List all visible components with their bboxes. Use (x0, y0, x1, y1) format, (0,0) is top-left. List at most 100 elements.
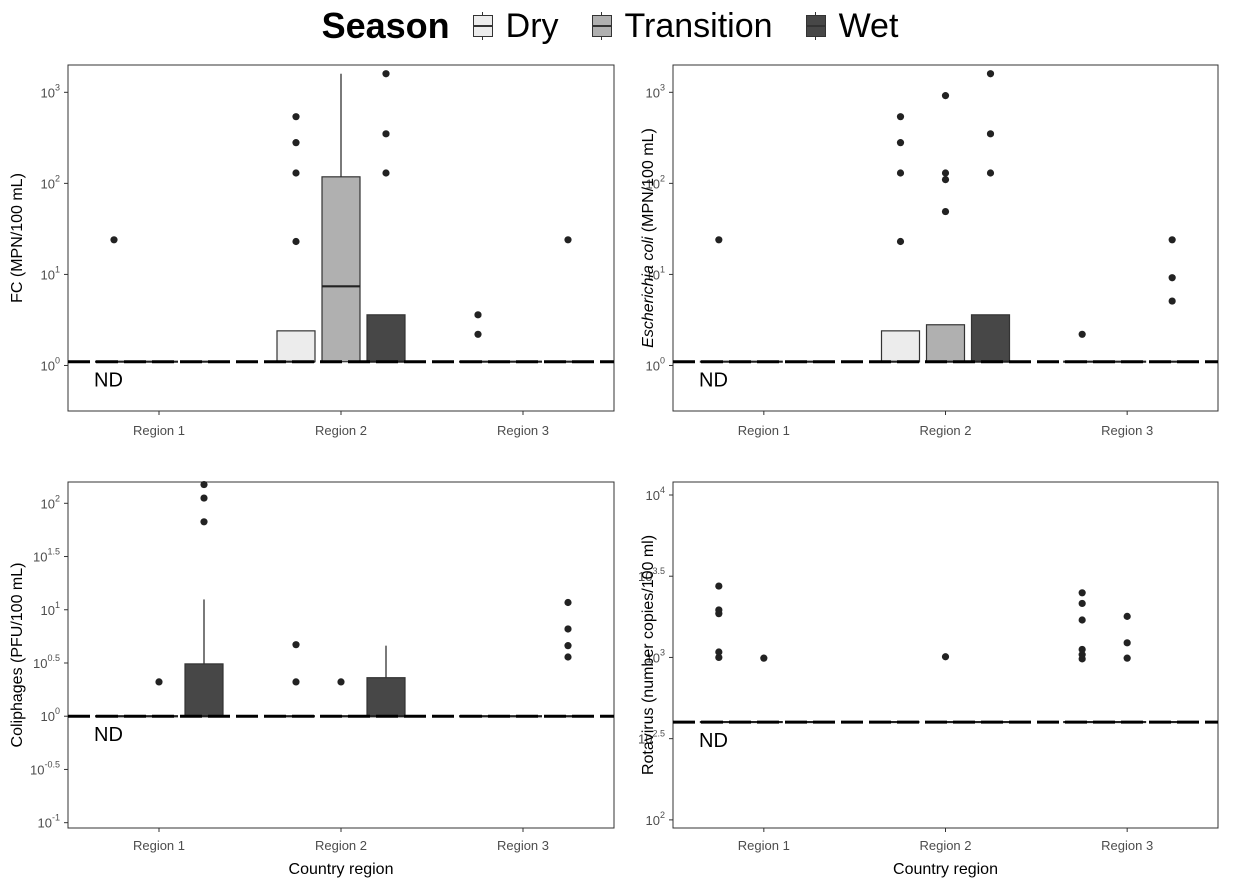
box-dry-2 (276, 113, 316, 363)
y-tick-label: 103 (41, 82, 60, 100)
legend-item-wet: Wet (803, 7, 898, 46)
box-body (970, 314, 1011, 363)
outlier-point (110, 236, 118, 244)
outlier-point (1078, 589, 1086, 597)
outlier-point (1078, 645, 1086, 654)
box-dry-3 (1063, 589, 1102, 724)
x-axis-title: Country region (893, 861, 998, 878)
box-wet-1 (184, 480, 224, 718)
box-transition-1 (140, 678, 178, 718)
legend-label-dry: Dry (505, 6, 559, 45)
y-tick-label: 102.5 (638, 729, 665, 747)
outlier-point (1168, 236, 1176, 244)
outlier-point (1078, 651, 1086, 659)
y-tick-label: 100 (41, 355, 60, 373)
y-tick-label: 101.5 (33, 547, 60, 565)
outlier-point (292, 169, 300, 177)
x-axis-title: Country region (289, 861, 394, 878)
outlier-point (474, 311, 482, 319)
outlier-point (896, 139, 905, 147)
x-tick-label: Region 3 (1101, 838, 1153, 853)
box-body (276, 330, 316, 363)
x-tick-label: Region 3 (497, 838, 549, 853)
outlier-point (564, 236, 572, 244)
outlier-point (760, 654, 768, 662)
outlier-point (986, 70, 995, 78)
outlier-point (986, 169, 995, 177)
y-axis-title: Coliphages (PFU/100 mL) (9, 563, 26, 748)
x-tick-label: Region 2 (315, 838, 367, 853)
outlier-point (337, 678, 345, 686)
panel-4: 102 102.5 103 103.5 104 Region 1 Region 2 Regio… (638, 481, 1219, 878)
legend-label-transition: Transition (624, 6, 773, 45)
outlier-point (564, 625, 572, 633)
outlier-point (564, 642, 572, 650)
outlier-point (200, 494, 208, 502)
outlier-point (941, 92, 950, 100)
outlier-point (896, 113, 905, 121)
box-wet-3 (549, 598, 587, 718)
nd-label: ND (94, 724, 123, 746)
outlier-point (155, 678, 163, 686)
y-tick-label: 102 (41, 173, 60, 191)
panel-2: 100 101 102 103 Region 1 Region 2 Region 3 Esch… (640, 64, 1219, 438)
outlier-point (292, 113, 300, 121)
legend-key-dry (470, 12, 496, 40)
outlier-point (292, 678, 300, 686)
outlier-point (292, 139, 300, 147)
box-wet-2 (366, 70, 406, 363)
nd-label: ND (699, 730, 728, 752)
outlier-point (1078, 616, 1086, 624)
y-tick-label: 10-0.5 (30, 759, 60, 777)
legend-item-dry: Dry (470, 7, 559, 46)
box-dry-2 (880, 113, 921, 363)
box-dry-3 (459, 311, 497, 363)
outlier-point (1168, 297, 1176, 305)
y-axis-title: FC (MPN/100 mL) (9, 173, 26, 303)
box-dry-1 (699, 236, 738, 363)
x-tick-label: Region 1 (133, 423, 185, 438)
panel-1: 100 101 102 103 Region 1 Region 2 Region 3 FC (… (9, 64, 615, 438)
outlier-point (715, 606, 723, 614)
outlier-point (292, 237, 300, 246)
legend-item-transition: Transition (589, 7, 773, 46)
outlier-point (941, 169, 950, 177)
y-tick-label: 102 (41, 493, 60, 511)
y-tick-label: 103.5 (638, 566, 665, 584)
x-tick-label: Region 2 (919, 423, 971, 438)
y-tick-label: 102 (646, 810, 665, 828)
outlier-point (1168, 274, 1176, 282)
x-tick-label: Region 3 (497, 423, 549, 438)
outlier-point (941, 175, 950, 184)
box-wet-2 (970, 70, 1011, 363)
outlier-point (941, 207, 950, 216)
outlier-point (1078, 330, 1086, 338)
box-body (880, 330, 921, 363)
box-wet-3 (1153, 236, 1192, 363)
outlier-point (715, 653, 723, 662)
box-wet-2 (366, 645, 406, 718)
box-transition-2 (321, 73, 361, 363)
box-body (366, 677, 406, 717)
outlier-point (382, 130, 390, 138)
outlier-point (715, 648, 723, 656)
nd-label: ND (699, 370, 728, 392)
outlier-point (382, 70, 390, 78)
outlier-point (200, 518, 208, 526)
y-tick-label: 100.5 (33, 653, 60, 671)
y-axis-title: Rotavirus (number copies/100 ml) (640, 535, 657, 775)
y-tick-label: 104 (646, 485, 665, 503)
box-transition-3 (1108, 612, 1147, 724)
x-tick-label: Region 1 (738, 838, 790, 853)
box-body (184, 663, 224, 717)
outlier-point (474, 330, 482, 338)
y-tick-label: 101 (41, 600, 60, 618)
box-body (366, 314, 406, 363)
outlier-point (715, 236, 723, 244)
x-tick-label: Region 2 (919, 838, 971, 853)
box-transition-2 (925, 92, 966, 363)
y-axis-title: Escherichia coli (MPN/100 mL) (640, 128, 657, 348)
outlier-point (1123, 654, 1131, 662)
outlier-point (1123, 612, 1131, 620)
